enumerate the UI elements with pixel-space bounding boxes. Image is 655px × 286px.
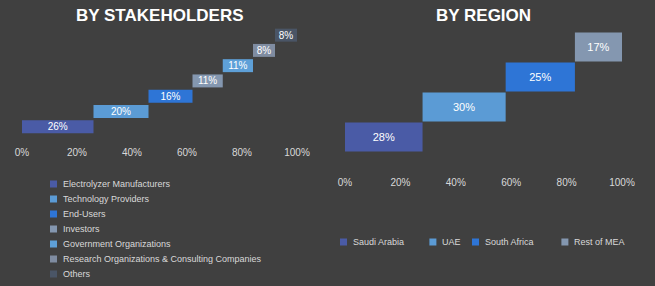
svg-text:Electrolyzer Manufacturers: Electrolyzer Manufacturers [63, 179, 171, 189]
svg-text:Technology Providers: Technology Providers [63, 194, 150, 204]
svg-text:25%: 25% [529, 71, 551, 83]
svg-text:30%: 30% [453, 101, 475, 113]
svg-text:20%: 20% [67, 147, 87, 158]
svg-text:40%: 40% [446, 177, 466, 188]
svg-text:11%: 11% [228, 60, 247, 71]
svg-text:BY REGION: BY REGION [436, 6, 531, 25]
svg-text:17%: 17% [587, 41, 609, 53]
svg-text:UAE: UAE [442, 237, 461, 247]
svg-text:8%: 8% [279, 30, 294, 41]
svg-text:0%: 0% [338, 177, 353, 188]
svg-text:Rest of MEA: Rest of MEA [574, 237, 625, 247]
svg-text:100%: 100% [284, 147, 310, 158]
svg-text:Saudi Arabia: Saudi Arabia [353, 237, 404, 247]
svg-text:Research Organizations & Consu: Research Organizations & Consulting Comp… [63, 254, 262, 264]
svg-text:60%: 60% [501, 177, 521, 188]
svg-text:South Africa: South Africa [485, 237, 534, 247]
svg-text:80%: 80% [232, 147, 252, 158]
svg-text:26%: 26% [48, 121, 68, 132]
svg-text:Government Organizations: Government Organizations [63, 239, 171, 249]
svg-text:60%: 60% [177, 147, 197, 158]
svg-text:8%: 8% [257, 45, 272, 56]
svg-text:40%: 40% [122, 147, 142, 158]
svg-text:80%: 80% [557, 177, 577, 188]
svg-text:Investors: Investors [63, 224, 100, 234]
svg-text:16%: 16% [160, 91, 180, 102]
svg-text:BY STAKEHOLDERS: BY STAKEHOLDERS [76, 6, 244, 25]
svg-text:11%: 11% [198, 75, 217, 86]
svg-text:0%: 0% [15, 147, 30, 158]
svg-text:End-Users: End-Users [63, 209, 106, 219]
svg-text:Others: Others [63, 269, 91, 279]
svg-text:100%: 100% [609, 177, 635, 188]
svg-text:28%: 28% [373, 131, 395, 143]
svg-text:20%: 20% [111, 106, 131, 117]
svg-text:20%: 20% [390, 177, 410, 188]
